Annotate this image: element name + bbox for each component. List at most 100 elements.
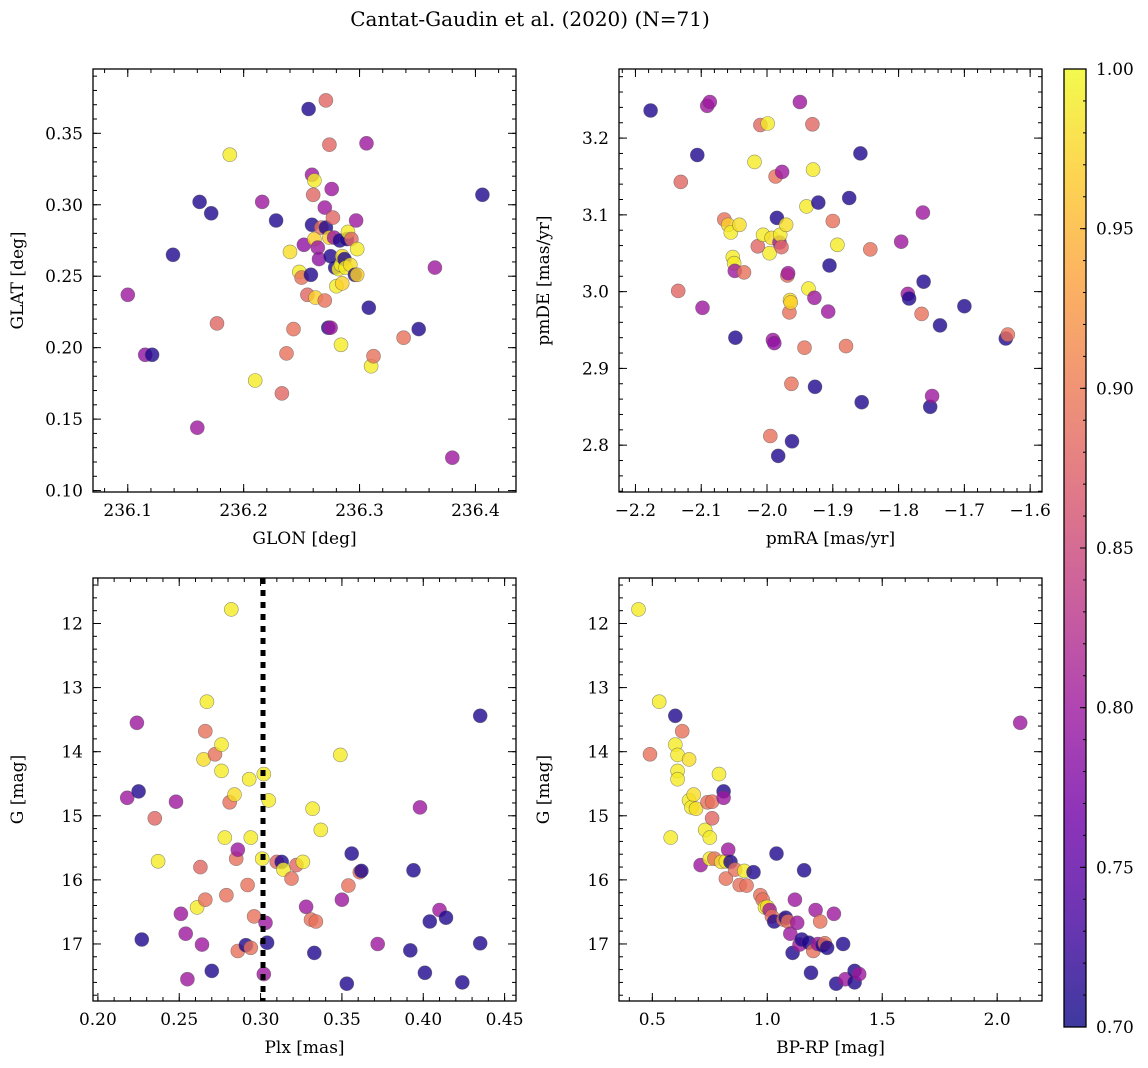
x-tick-label: 0.40	[404, 1010, 442, 1030]
data-point	[325, 210, 341, 225]
data-point	[780, 265, 796, 281]
data-point	[807, 379, 823, 395]
x-tick-label: −2.2	[615, 501, 656, 521]
data-point	[268, 213, 284, 228]
y-tick-label: 13	[587, 679, 609, 699]
y-tick-label: 0.25	[45, 267, 83, 287]
data-point	[417, 965, 433, 981]
x-tick-label: 236.3	[335, 501, 384, 521]
data-point	[747, 154, 762, 170]
data-point	[318, 93, 334, 108]
data-point	[301, 101, 316, 117]
data-point	[199, 694, 215, 710]
x-axis-label: pmRA [mas/yr]	[766, 529, 895, 549]
data-point	[812, 914, 828, 929]
data-point	[826, 906, 842, 922]
axes-frame	[92, 68, 517, 493]
scatter-panel-4: 0.5 1.0 1.5 2.0 12 13 14 15 16 17 BP-RP [mag] G [ma…	[534, 577, 1043, 1058]
data-point	[313, 822, 329, 838]
data-point	[204, 963, 220, 979]
data-point	[298, 899, 314, 915]
data-point	[805, 117, 820, 132]
data-point	[472, 935, 488, 951]
data-point	[282, 244, 298, 260]
y-tick-label: 13	[61, 679, 83, 699]
data-point	[916, 274, 931, 290]
data-point	[711, 766, 727, 782]
data-point	[348, 213, 364, 228]
data-point	[862, 242, 878, 257]
data-point	[323, 320, 338, 336]
data-point	[803, 965, 819, 981]
y-tick-label: 3.0	[582, 283, 609, 303]
colorbar-tick-label: 0.95	[1096, 220, 1134, 240]
colorbar-tick-label: 0.80	[1096, 699, 1134, 719]
y-axis-label: G [mag]	[8, 755, 28, 824]
data-point	[695, 300, 710, 316]
data-point	[932, 318, 948, 333]
x-tick-label: 236.1	[103, 501, 152, 521]
x-tick-label: 1.5	[869, 1010, 896, 1030]
data-point	[247, 373, 263, 388]
data-point	[670, 771, 685, 787]
data-points	[120, 93, 490, 466]
data-point	[893, 234, 909, 249]
data-point	[317, 200, 333, 215]
figure-title: Cantat-Gaudin et al. (2020) (N=71)	[350, 7, 710, 31]
data-point	[317, 293, 333, 308]
data-point	[643, 103, 658, 118]
y-tick-label: 16	[587, 871, 609, 891]
data-point	[120, 287, 136, 303]
data-point	[194, 937, 210, 952]
x-tick-label: 0.30	[242, 1010, 280, 1030]
data-point	[686, 787, 702, 802]
data-point	[797, 340, 812, 356]
data-point	[1012, 715, 1028, 731]
data-point	[147, 810, 163, 826]
y-tick-label: 0.10	[45, 482, 83, 502]
data-point	[853, 146, 868, 161]
data-point	[819, 940, 835, 956]
data-point	[198, 723, 213, 739]
data-point	[349, 241, 365, 257]
data-point	[820, 304, 836, 319]
data-point	[344, 846, 360, 861]
data-point	[324, 181, 340, 197]
data-point	[307, 173, 322, 188]
data-point	[349, 267, 365, 283]
data-point	[438, 910, 454, 926]
data-point	[720, 842, 736, 858]
data-point	[673, 174, 689, 190]
x-axis-label: BP-RP [mag]	[776, 1038, 885, 1058]
data-point	[825, 213, 841, 229]
x-axis-label: GLON [deg]	[252, 529, 356, 549]
data-point	[370, 936, 386, 952]
y-tick-label: 2.9	[582, 359, 609, 379]
y-tick-label: 12	[587, 615, 609, 635]
y-axis-label: GLAT [deg]	[8, 231, 28, 329]
y-tick-label: 12	[61, 615, 83, 635]
data-point	[190, 420, 205, 436]
data-point	[854, 394, 870, 410]
data-point	[240, 877, 255, 893]
data-point	[217, 830, 233, 845]
data-point	[718, 871, 734, 886]
x-tick-label: −1.9	[812, 501, 853, 521]
data-point	[914, 306, 929, 322]
scatter-panel-1: 236.1 236.2 236.3 236.4 0.10 0.15 0.20 0.25 0.30…	[8, 68, 517, 549]
data-point	[770, 448, 786, 464]
data-point	[762, 428, 778, 444]
colorbar-tick-label: 0.90	[1096, 379, 1134, 399]
colorbar-tick-label: 0.75	[1096, 858, 1134, 878]
y-tick-label: 17	[61, 935, 83, 955]
data-point	[180, 971, 195, 987]
data-point	[670, 283, 686, 299]
data-point	[284, 871, 299, 886]
y-tick-label: 3.1	[582, 206, 609, 226]
data-point	[444, 450, 460, 466]
x-tick-label: −1.8	[878, 501, 919, 521]
data-point	[411, 321, 427, 337]
y-tick-label: 2.8	[582, 436, 609, 456]
y-tick-label: 15	[61, 807, 83, 827]
data-point	[631, 602, 646, 617]
